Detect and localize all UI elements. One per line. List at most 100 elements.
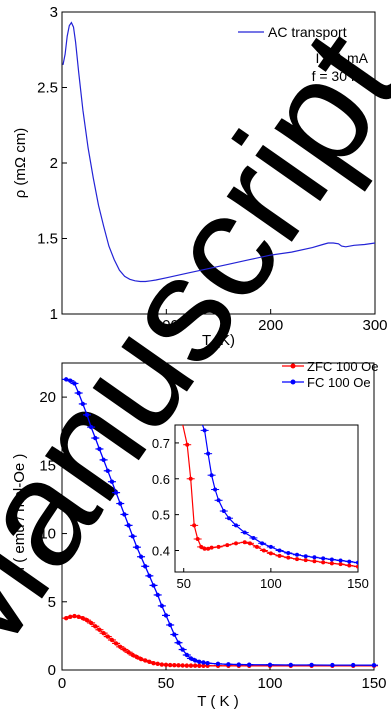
inset-data-point-fc	[216, 498, 221, 503]
bottom-data-point-fc	[163, 613, 169, 618]
bottom-data-point-zfc	[105, 634, 110, 639]
inset-data-point-fc	[209, 473, 214, 478]
bottom-data-point-fc	[215, 661, 221, 667]
bottom-data-point-fc	[330, 662, 335, 668]
bottom-data-point-fc	[247, 662, 252, 667]
bottom-data-point-fc	[201, 660, 206, 665]
bottom-data-point-fc	[93, 435, 98, 441]
top-y-tick-label: 2	[50, 155, 58, 172]
bottom-data-point-fc	[80, 401, 86, 407]
bottom-data-point-fc	[88, 424, 94, 430]
bottom-data-point-fc	[101, 457, 106, 463]
bottom-data-point-fc	[143, 564, 148, 569]
bottom-y-tick-label: 15	[39, 457, 56, 474]
bottom-data-point-fc	[76, 390, 81, 396]
inset-data-point-fc	[251, 535, 256, 540]
top-y-tick-label: 1.5	[37, 231, 58, 248]
inset-data-point-zfc	[254, 544, 259, 549]
bottom-x-tick-label: 0	[58, 675, 66, 692]
bottom-data-point-zfc	[109, 637, 115, 643]
bottom-data-point-zfc	[167, 662, 173, 668]
bottom-data-point-fc	[371, 663, 377, 668]
bottom-data-point-fc	[105, 468, 110, 473]
inset-x-tick-label: 50	[176, 576, 190, 591]
bottom-data-point-zfc	[68, 614, 73, 619]
inset-data-point-fc	[329, 557, 334, 562]
bottom-data-point-fc	[118, 501, 123, 506]
bottom-data-point-zfc	[197, 663, 202, 668]
bottom-data-point-zfc	[159, 662, 165, 667]
inset-data-point-fc	[213, 487, 218, 492]
top-y-axis-label: ρ (mΩ cm)	[12, 128, 29, 199]
inset-data-point-zfc	[242, 540, 247, 545]
inset-data-point-zfc	[303, 558, 308, 563]
inset-y-tick-label: 0.6	[152, 472, 170, 487]
bottom-data-point-fc	[288, 662, 293, 668]
bottom-data-point-zfc	[93, 624, 98, 629]
inset-data-point-zfc	[312, 559, 317, 564]
bottom-data-point-zfc	[163, 662, 169, 668]
inset-data-point-zfc	[347, 563, 352, 568]
bottom-data-point-fc	[236, 662, 241, 667]
bottom-x-axis-label: T ( K )	[197, 693, 238, 710]
bottom-data-point-fc	[226, 662, 231, 667]
inset-data-point-fc	[312, 555, 317, 560]
bottom-data-point-zfc	[88, 620, 94, 626]
bottom-data-point-fc	[126, 523, 131, 528]
bottom-data-point-zfc	[180, 663, 185, 668]
bottom-data-point-fc	[147, 573, 152, 579]
top-panel: 100 200 300 1 1.5 2 2.5 3 T (K) ρ (mΩ cm) AC trans…	[12, 4, 388, 349]
inset-data-point-zfc	[261, 548, 266, 553]
bottom-data-point-fc	[155, 592, 160, 598]
inset-y-tick-label: 0.5	[152, 508, 170, 523]
inset-data-point-zfc	[225, 543, 230, 548]
inset-data-point-zfc	[185, 442, 190, 447]
inset-data-point-fc	[242, 530, 247, 535]
bottom-data-point-fc	[97, 446, 102, 452]
top-y-tick-label: 2.5	[37, 80, 58, 97]
bottom-data-point-fc	[113, 490, 119, 495]
inset-y-tick-label: 0.7	[152, 436, 170, 451]
bottom-data-point-zfc	[134, 654, 140, 660]
bottom-y-tick-label: 20	[39, 389, 56, 406]
top-y-tick-label: 3	[50, 4, 58, 21]
bottom-data-point-fc	[167, 622, 173, 628]
inset-data-point-zfc	[321, 560, 326, 565]
bottom-data-point-zfc	[126, 650, 131, 655]
inset-data-point-fc	[260, 541, 265, 546]
bottom-data-point-zfc	[113, 641, 119, 646]
inset-data-point-fc	[303, 554, 308, 559]
bottom-data-point-zfc	[84, 617, 90, 623]
bottom-data-point-fc	[138, 554, 144, 559]
inset-data-point-zfc	[199, 544, 204, 549]
inset-data-point-zfc	[216, 544, 221, 549]
bottom-data-point-fc	[205, 660, 210, 666]
bottom-data-point-zfc	[122, 647, 127, 652]
inset-data-point-zfc	[356, 564, 358, 569]
bottom-legend-label-zfc: ZFC 100 Oe	[307, 359, 379, 374]
top-series-line-ac-transport	[62, 21, 376, 283]
inset-data-point-zfc	[268, 551, 273, 556]
inset-data-point-fc	[227, 516, 232, 521]
bottom-data-point-zfc	[72, 613, 77, 619]
bottom-data-point-zfc	[184, 663, 189, 668]
inset-data-point-fc	[338, 558, 343, 563]
bottom-data-point-fc	[267, 662, 273, 668]
bottom-x-tick-label: 150	[361, 675, 386, 692]
inset-x-tick-label: 150	[347, 576, 369, 591]
inset-data-point-zfc	[192, 523, 197, 528]
inset-plot-frame	[174, 424, 359, 573]
inset-x-tick-label: 100	[260, 576, 282, 591]
bottom-data-point-zfc	[97, 627, 102, 632]
bottom-data-point-fc	[109, 479, 115, 484]
inset-data-point-zfc	[247, 541, 252, 546]
inset-data-point-fc	[206, 451, 211, 456]
inset-data-point-fc	[202, 428, 207, 433]
inset-data-point-zfc	[329, 561, 334, 566]
top-annotation-frequency: f = 30 Hz	[312, 68, 368, 84]
bottom-legend-label-fc: FC 100 Oe	[307, 375, 371, 390]
bottom-data-point-zfc	[80, 615, 86, 621]
bottom-data-point-zfc	[176, 663, 181, 668]
inset-data-point-fc	[321, 556, 326, 561]
